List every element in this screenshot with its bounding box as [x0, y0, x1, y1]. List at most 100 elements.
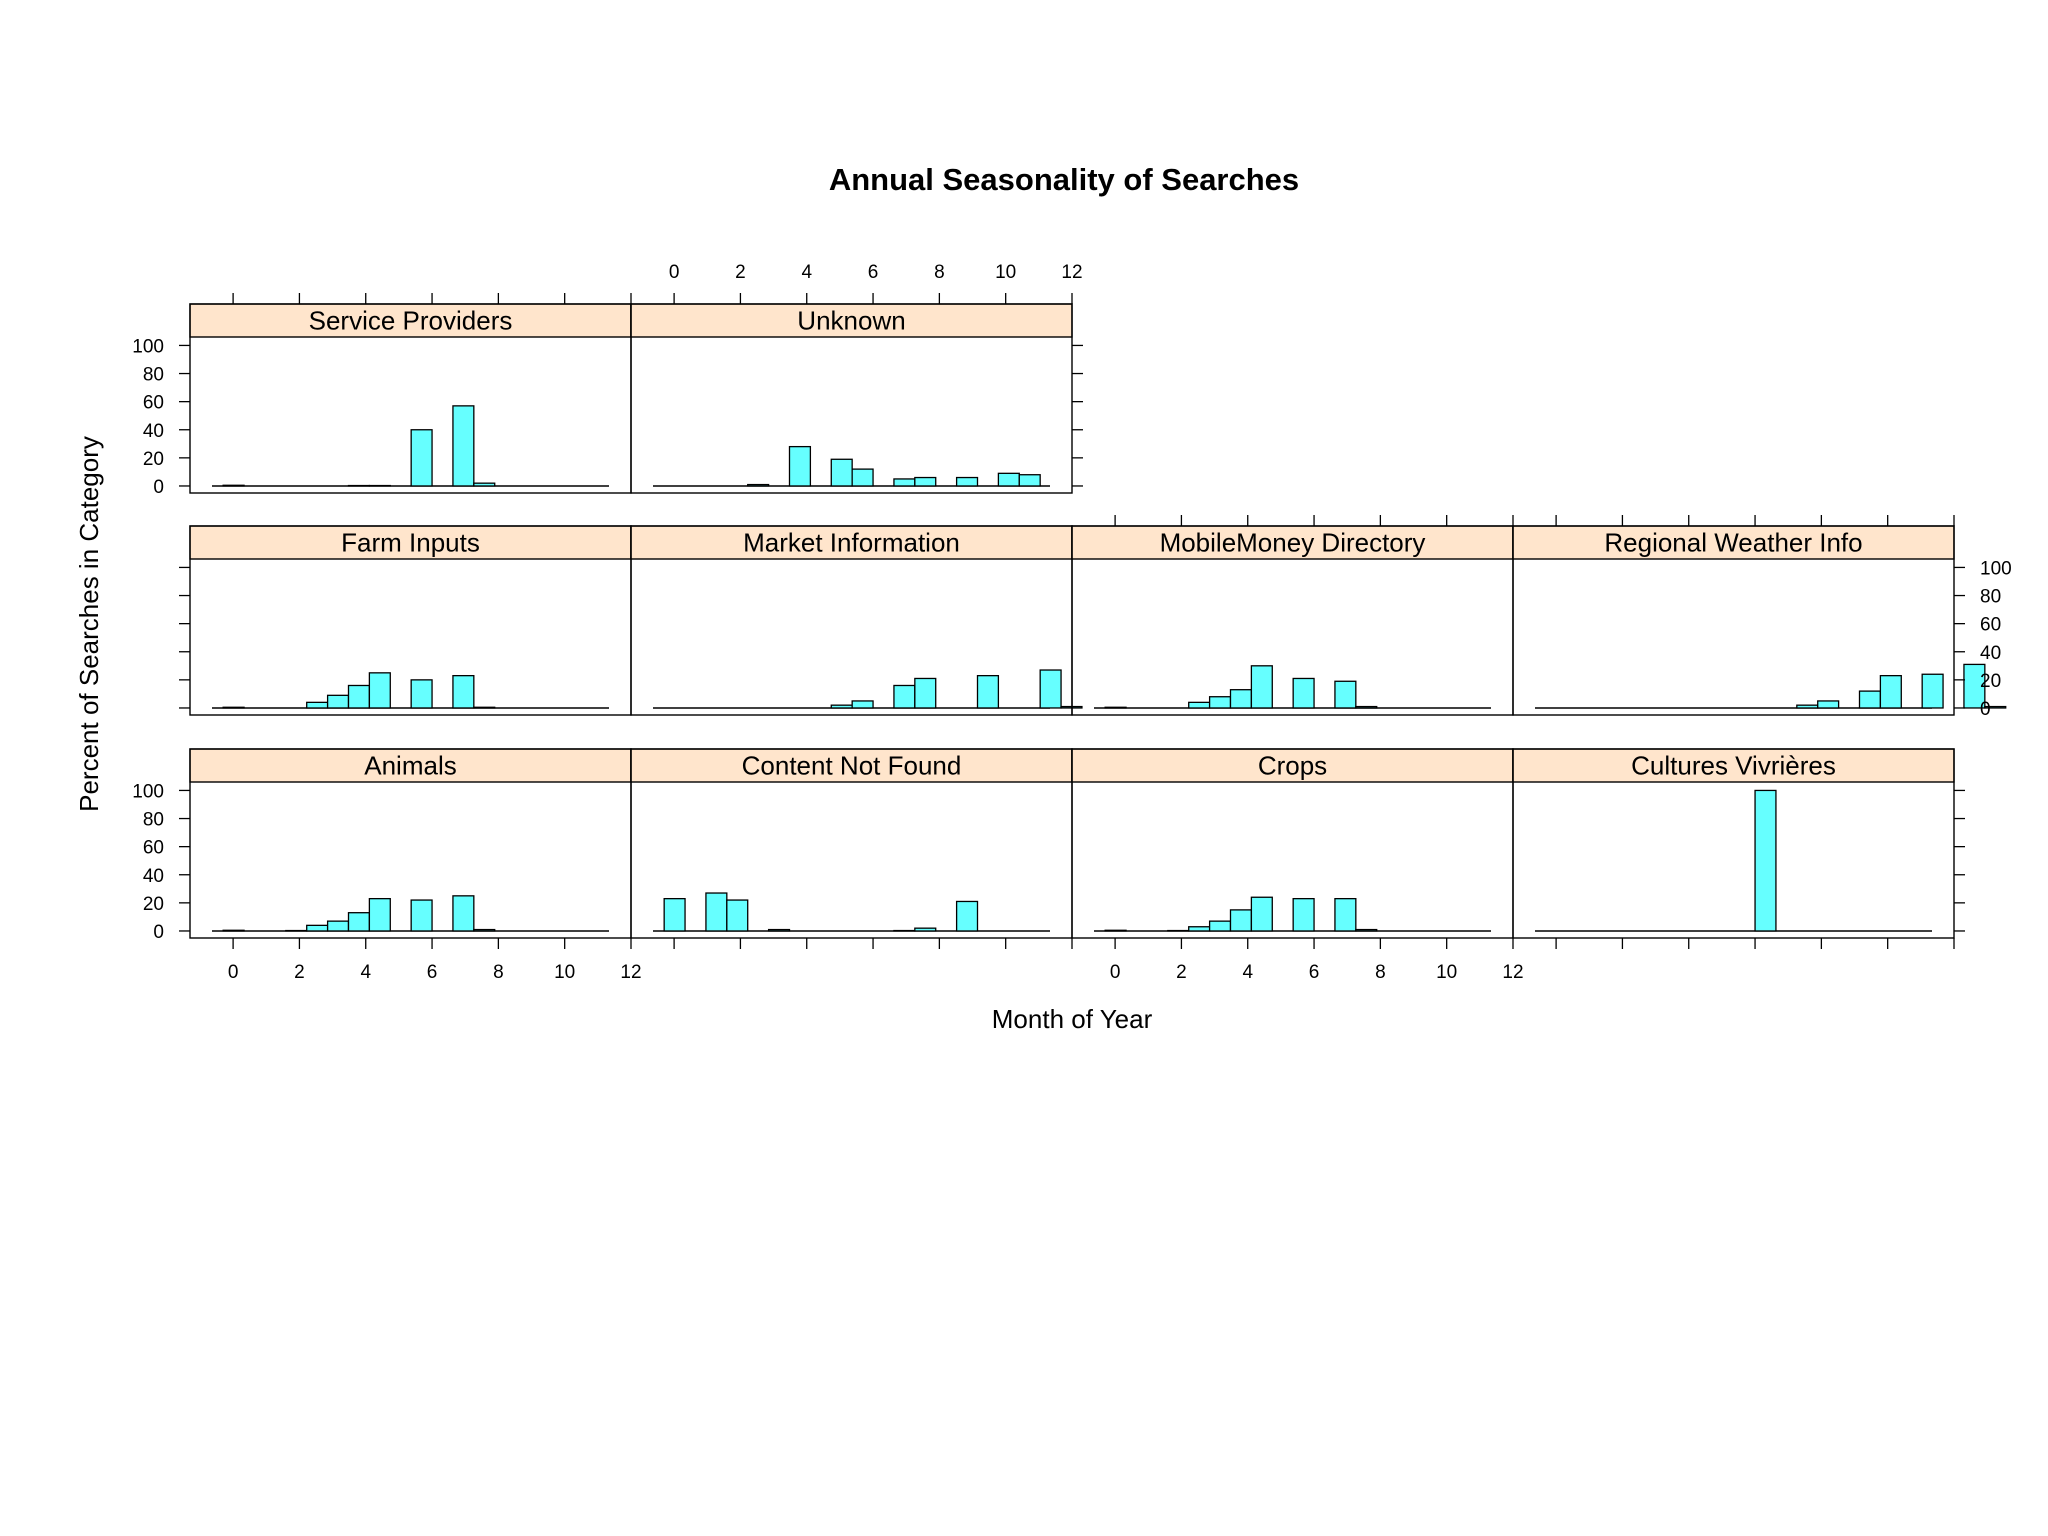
- bar-unknown-8: [830, 458, 853, 487]
- bar-animals-11: [452, 895, 475, 932]
- y-right-tick-label-regional-weather-info-40: 40: [1980, 643, 2001, 664]
- bar-market-information-15: [976, 674, 1000, 709]
- panel-farm-inputs: Farm Inputs: [179, 525, 632, 716]
- bar-cultures-vivri-res-10: [1754, 789, 1777, 932]
- x-top-tick-label-unknown-12: 12: [1061, 262, 1082, 283]
- x-axis-label: Month of Year: [992, 1004, 1153, 1034]
- bar-farm-inputs-11: [452, 674, 475, 709]
- bar-farm-inputs-9: [410, 679, 433, 709]
- bar-mobilemoney-directory-6: [1229, 689, 1253, 709]
- bar-market-information-8: [830, 704, 853, 709]
- bar-farm-inputs-7: [368, 672, 391, 709]
- bar-service-providers-0: [222, 484, 245, 487]
- x-tick-label-animals-0: 0: [228, 962, 239, 983]
- frame-unknown: [630, 303, 1073, 494]
- bar-unknown-12: [914, 476, 937, 487]
- y-right-tick-label-regional-weather-info-20: 20: [1980, 671, 2001, 692]
- panel-animals: Animals 0 2 4 6 8 10 12 0 20 40 60 80 100: [132, 748, 642, 983]
- strip-label-service-providers: Service Providers: [309, 306, 513, 336]
- panel-cultures-vivri-res: Cultures Vivrières: [1512, 748, 1965, 949]
- y-right-tick-label-regional-weather-info-60: 60: [1980, 615, 2001, 636]
- strip-label-cultures-vivri-res: Cultures Vivrières: [1631, 751, 1836, 781]
- bar-mobilemoney-directory-4: [1188, 701, 1211, 709]
- bar-crops-7: [1250, 896, 1273, 932]
- y-tick-label-service-providers-40: 40: [143, 421, 164, 442]
- y-tick-label-animals-100: 100: [132, 781, 164, 802]
- bar-regional-weather-info-20: [1963, 663, 1986, 709]
- x-top-tick-label-unknown-10: 10: [995, 262, 1016, 283]
- bar-unknown-16: [997, 472, 1020, 487]
- panel-unknown: Unknown 0 2 4 6 8 10 12: [630, 262, 1083, 494]
- y-right-tick-label-regional-weather-info-100: 100: [1980, 558, 2012, 579]
- strip-animals: [189, 748, 632, 783]
- bar-farm-inputs-5: [326, 694, 350, 709]
- x-tick-label-animals-2: 2: [294, 962, 305, 983]
- bar-animals-9: [410, 899, 433, 932]
- x-top-tick-label-unknown-8: 8: [934, 262, 945, 283]
- y-tick-label-service-providers-20: 20: [143, 449, 164, 470]
- bar-unknown-6: [788, 445, 812, 487]
- y-tick-label-service-providers-60: 60: [143, 393, 164, 414]
- bar-unknown-9: [851, 468, 874, 487]
- chart-title: Annual Seasonality of Searches: [829, 162, 1299, 197]
- bar-crops-5: [1208, 920, 1232, 932]
- bar-crops-12: [1355, 928, 1378, 932]
- y-tick-label-animals-80: 80: [143, 810, 164, 831]
- bar-farm-inputs-12: [473, 706, 496, 709]
- bar-regional-weather-info-16: [1879, 674, 1902, 709]
- y-axis-label: Percent of Searches in Category: [74, 436, 104, 812]
- x-tick-label-crops-10: 10: [1436, 962, 1457, 983]
- bar-crops-0: [1104, 929, 1127, 932]
- bar-regional-weather-info-21: [1984, 705, 2007, 709]
- x-top-tick-label-unknown-6: 6: [868, 262, 879, 283]
- bar-crops-6: [1229, 909, 1253, 932]
- bar-mobilemoney-directory-5: [1208, 696, 1232, 709]
- bar-market-information-18: [1039, 669, 1062, 709]
- bar-unknown-4: [747, 483, 770, 487]
- bar-mobilemoney-directory-11: [1334, 680, 1357, 709]
- bar-unknown-17: [1018, 474, 1041, 487]
- y-tick-label-animals-40: 40: [143, 866, 164, 887]
- x-tick-label-crops-8: 8: [1375, 962, 1386, 983]
- bar-farm-inputs-4: [306, 701, 329, 709]
- bar-crops-4: [1188, 926, 1211, 932]
- bar-market-information-9: [851, 700, 874, 709]
- panel-regional-weather-info: Regional Weather Info 0 20 40 60 80 100: [1512, 515, 2012, 720]
- bar-farm-inputs-6: [347, 684, 371, 709]
- strip-label-crops: Crops: [1258, 751, 1327, 781]
- x-top-tick-label-unknown-4: 4: [801, 262, 812, 283]
- strip-label-regional-weather-info: Regional Weather Info: [1604, 528, 1862, 558]
- strip-label-market-information: Market Information: [743, 528, 960, 558]
- bar-mobilemoney-directory-0: [1104, 706, 1127, 709]
- bar-animals-12: [473, 928, 496, 932]
- x-top-tick-label-unknown-2: 2: [735, 262, 746, 283]
- panel-mobilemoney-directory: MobileMoney Directory: [1071, 515, 1514, 716]
- bar-content-not-found-3: [726, 899, 749, 932]
- bar-content-not-found-0: [663, 897, 686, 932]
- bar-regional-weather-info-15: [1858, 690, 1882, 709]
- bar-market-information-12: [914, 677, 937, 709]
- bar-mobilemoney-directory-12: [1355, 705, 1378, 709]
- bar-market-information-11: [893, 684, 916, 709]
- bar-service-providers-12: [473, 482, 496, 487]
- x-tick-label-crops-12: 12: [1502, 962, 1523, 983]
- strip-mobilemoney-directory: [1071, 525, 1514, 560]
- x-tick-label-crops-6: 6: [1309, 962, 1320, 983]
- bar-content-not-found-5: [767, 928, 791, 932]
- bar-regional-weather-info-18: [1921, 673, 1944, 709]
- x-tick-label-animals-12: 12: [620, 962, 641, 983]
- bar-content-not-found-12: [914, 927, 937, 932]
- panel-service-providers: Service Providers 0 20 40 60 80 100: [132, 293, 632, 498]
- strip-label-content-not-found: Content Not Found: [742, 751, 962, 781]
- x-tick-label-crops-0: 0: [1110, 962, 1121, 983]
- bar-farm-inputs-0: [222, 706, 245, 709]
- bar-animals-5: [326, 920, 350, 932]
- y-tick-label-service-providers-100: 100: [132, 336, 164, 357]
- bar-regional-weather-info-12: [1796, 704, 1819, 709]
- strip-market-information: [630, 525, 1073, 560]
- bar-animals-0: [222, 929, 245, 932]
- y-tick-label-animals-20: 20: [143, 894, 164, 915]
- x-top-tick-label-unknown-0: 0: [669, 262, 680, 283]
- bar-animals-7: [368, 897, 391, 932]
- frame-cultures-vivri-res: [1512, 748, 1955, 939]
